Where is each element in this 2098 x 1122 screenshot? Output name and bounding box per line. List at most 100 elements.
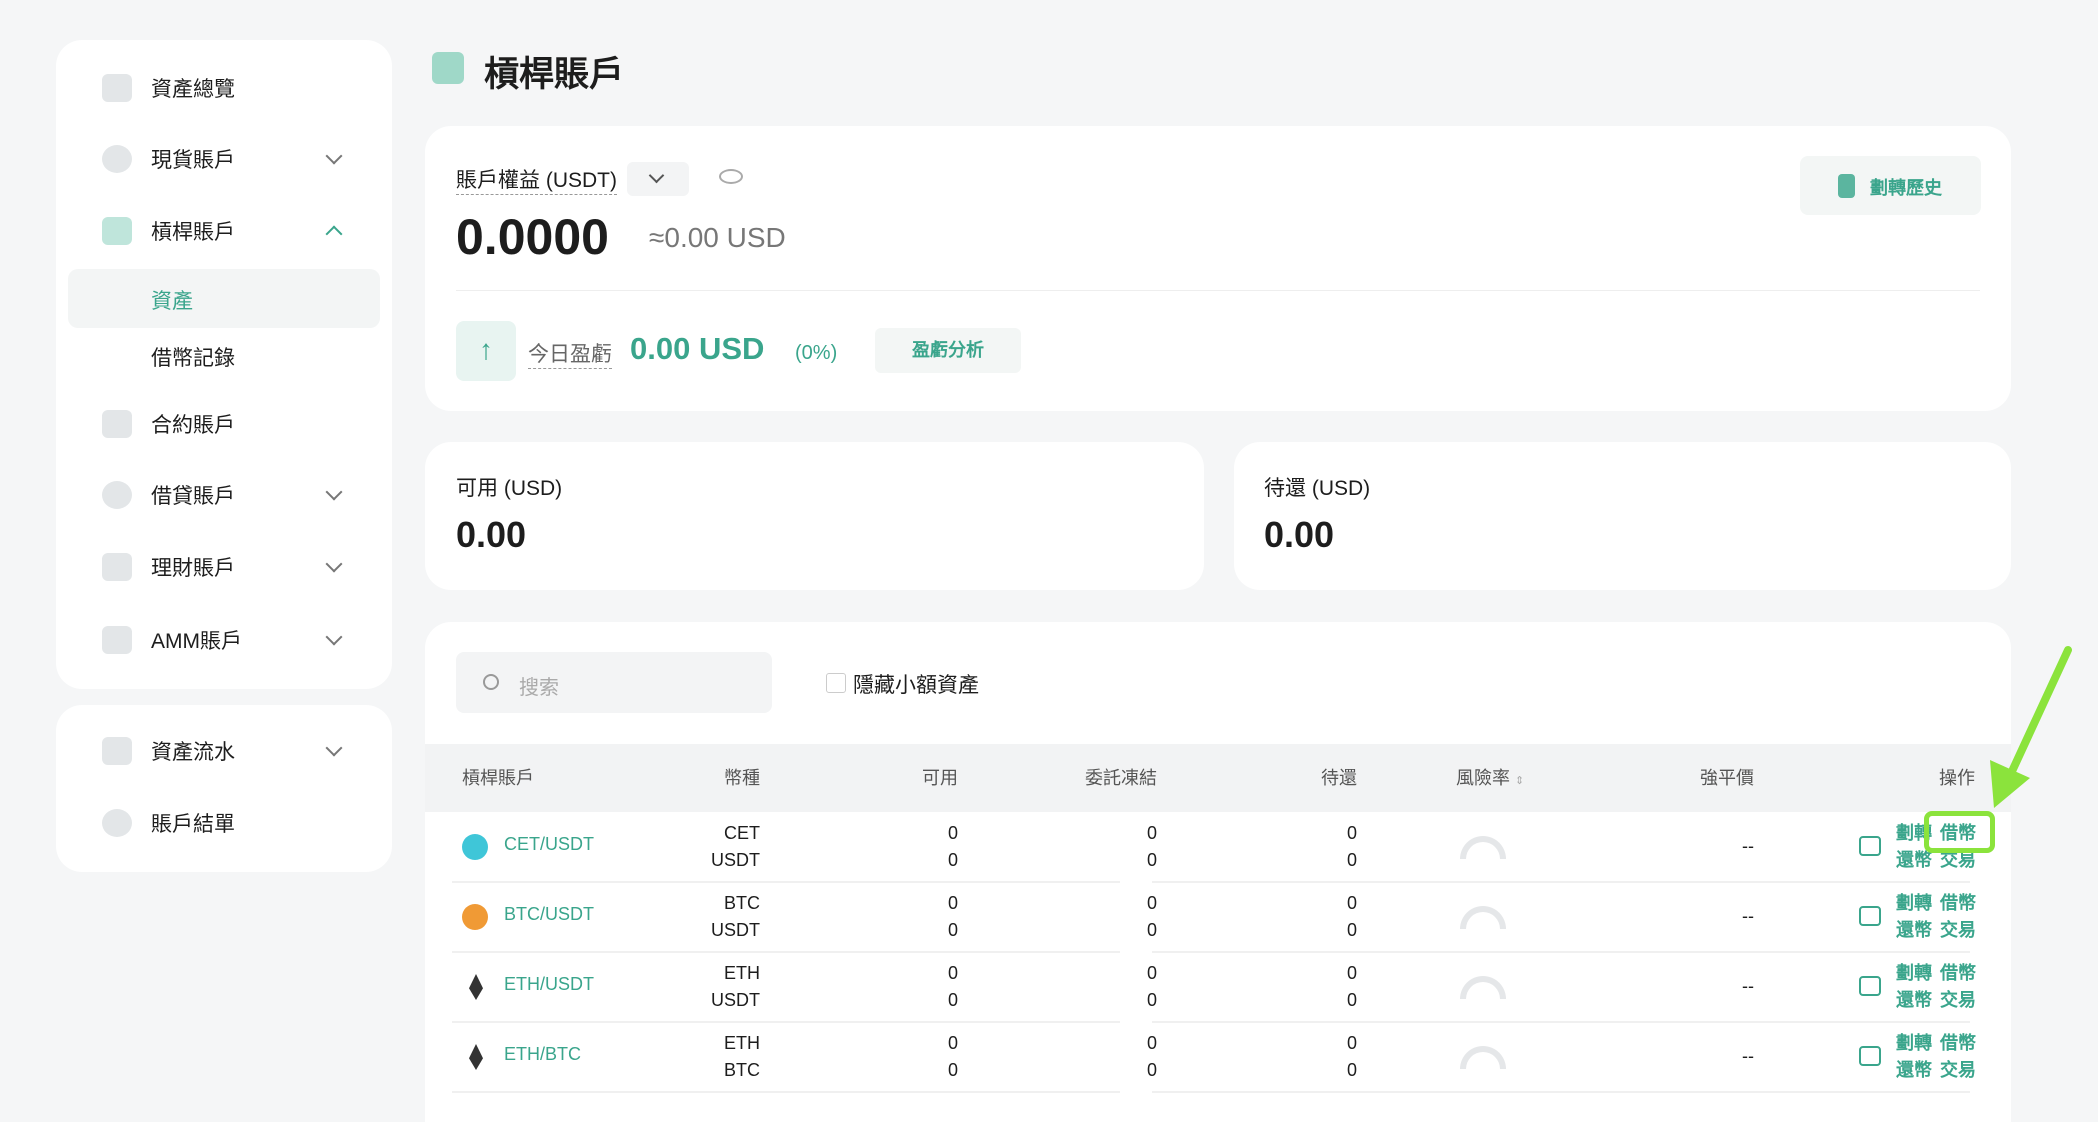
pending-value: 0 [1346, 893, 1357, 913]
frozen-value: 0 [1146, 963, 1157, 983]
col-header: 可用 [922, 768, 958, 788]
frozen-value: 0 [1146, 990, 1157, 1010]
sidebar-item-overview[interactable]: 資產總覽 [56, 60, 392, 116]
transfer-link[interactable]: 劃轉 [1896, 893, 1932, 913]
today-pnl-percent: (0%) [795, 342, 838, 364]
currency-dropdown[interactable] [627, 162, 689, 196]
pair-link[interactable]: CET/USDT [504, 834, 594, 854]
borrow-link[interactable]: 借幣 [1940, 963, 1976, 983]
margin-icon [102, 217, 132, 245]
divider [456, 290, 1980, 291]
trade-link[interactable]: 交易 [1940, 850, 1976, 870]
borrow-link[interactable]: 借幣 [1940, 1033, 1976, 1053]
col-header: 操作 [1939, 768, 1975, 788]
pending-value: 0 [1346, 1033, 1357, 1053]
page-title: 槓桿賬戶 [484, 55, 625, 94]
transfer-link[interactable]: 劃轉 [1896, 823, 1932, 843]
transfer-link[interactable]: 劃轉 [1896, 1033, 1932, 1053]
risk-sort[interactable]: 風險率 ⇕ [1456, 744, 1524, 815]
cet-icon [462, 834, 488, 860]
available-value: 0 [947, 850, 958, 870]
pair-link[interactable]: ETH/USDT [504, 974, 594, 994]
pair-link[interactable]: BTC/USDT [504, 904, 594, 924]
risk-gauge-icon [1460, 906, 1506, 929]
sidebar-item-spot[interactable]: 現貨賬戶 [56, 131, 392, 187]
equity-value: 0.0000 [456, 209, 609, 265]
col-header: 風險率 [1456, 768, 1510, 788]
sidebar-item-loan[interactable]: 借貸賬戶 [56, 467, 392, 523]
sort-icon: ⇕ [1515, 775, 1525, 787]
trade-link[interactable]: 交易 [1940, 990, 1976, 1010]
col-header: 強平價 [1700, 768, 1754, 788]
col-header: 委託凍結 [1085, 768, 1157, 788]
col-header: 槓桿賬戶 [462, 768, 534, 788]
sidebar-subitem-assets[interactable]: 資產 [68, 269, 380, 328]
chart-icon[interactable] [1859, 976, 1881, 996]
coins-value: USDT [711, 990, 760, 1010]
coins-value: CET [724, 823, 760, 843]
arrow-up-icon: ↑ [456, 321, 516, 381]
equity-card: 賬戶權益 (USDT) 0.0000 ≈0.00 USD 劃轉歷史 ↑ 今日盈虧… [425, 126, 2011, 411]
sidebar-item-statement[interactable]: 賬戶結單 [56, 795, 392, 851]
pie-chart-icon [102, 809, 132, 837]
sidebar-item-amm[interactable]: AMM賬戶 [56, 612, 392, 668]
pending-value: 0 [1346, 850, 1357, 870]
available-card: 可用 (USD) 0.00 [425, 442, 1204, 590]
row-divider [1152, 951, 1970, 953]
chevron-down-icon [325, 739, 343, 757]
repay-link[interactable]: 還幣 [1896, 990, 1932, 1010]
transfer-link[interactable]: 劃轉 [1896, 963, 1932, 983]
sidebar-nav: 資產總覽 現貨賬戶 槓桿賬戶 資產 借幣記錄 合約賬戶 借貸賬戶 理財賬戶 AM… [56, 40, 392, 689]
assets-table-card: 搜索 隱藏小額資產 槓桿賬戶 幣種 可用 委託凍結 待還 風險率 ⇕ 強平價 操… [425, 622, 2011, 1122]
sidebar-subitem-borrow-records[interactable]: 借幣記錄 [151, 347, 235, 370]
row-divider [1152, 1021, 1970, 1023]
hide-small-checkbox[interactable] [826, 673, 846, 693]
transfer-history-button[interactable]: 劃轉歷史 [1800, 156, 1981, 215]
coins-value: ETH [724, 1033, 760, 1053]
col-header: 待還 [1321, 768, 1357, 788]
today-pnl-value: 0.00 USD [630, 331, 765, 366]
sidebar-item-futures[interactable]: 合約賬戶 [56, 396, 392, 452]
eye-icon[interactable] [719, 169, 743, 184]
pending-value: 0.00 [1264, 514, 1335, 555]
chevron-down-icon [325, 628, 343, 646]
sidebar-item-asset-flow[interactable]: 資產流水 [56, 723, 392, 779]
chart-icon[interactable] [1859, 906, 1881, 926]
pending-value: 0 [1346, 823, 1357, 843]
trade-link[interactable]: 交易 [1940, 1060, 1976, 1080]
borrow-link[interactable]: 借幣 [1940, 823, 1976, 843]
chart-icon[interactable] [1859, 1046, 1881, 1066]
liquidation-price: -- [1742, 976, 1754, 996]
finance-icon [102, 553, 132, 581]
eth-icon [469, 1044, 483, 1070]
pending-value: 0 [1346, 990, 1357, 1010]
spot-icon [102, 145, 132, 173]
frozen-value: 0 [1146, 893, 1157, 913]
chevron-down-icon [325, 147, 343, 165]
chevron-down-icon [648, 167, 665, 184]
available-label: 可用 (USD) [456, 477, 563, 500]
trade-link[interactable]: 交易 [1940, 920, 1976, 940]
hide-small-label: 隱藏小額資產 [853, 674, 979, 697]
repay-link[interactable]: 還幣 [1896, 850, 1932, 870]
coins-value: USDT [711, 920, 760, 940]
chevron-up-icon [325, 225, 343, 243]
row-divider [452, 881, 1120, 883]
repay-link[interactable]: 還幣 [1896, 1060, 1932, 1080]
table-row: CET/USDT CET USDT 0 0 0 0 0 0 -- 劃轉 借幣 還幣 交易 [425, 812, 2011, 883]
frozen-value: 0 [1146, 850, 1157, 870]
pnl-analysis-button[interactable]: 盈虧分析 [875, 328, 1021, 373]
row-divider [452, 1021, 1120, 1023]
table-row: ETH/USDT ETH USDT 0 0 0 0 0 0 -- 劃轉 借幣 還幣 交易 [425, 952, 2011, 1023]
borrow-link[interactable]: 借幣 [1940, 893, 1976, 913]
equity-label: 賬戶權益 (USDT) [456, 164, 617, 195]
coins-value: ETH [724, 963, 760, 983]
history-icon [1838, 174, 1855, 198]
search-input[interactable]: 搜索 [456, 652, 772, 713]
chart-icon[interactable] [1859, 836, 1881, 856]
sidebar-item-margin[interactable]: 槓桿賬戶 [56, 203, 392, 259]
sidebar-item-finance[interactable]: 理財賬戶 [56, 539, 392, 595]
pair-link[interactable]: ETH/BTC [504, 1044, 582, 1064]
repay-link[interactable]: 還幣 [1896, 920, 1932, 940]
col-header: 幣種 [724, 768, 760, 788]
